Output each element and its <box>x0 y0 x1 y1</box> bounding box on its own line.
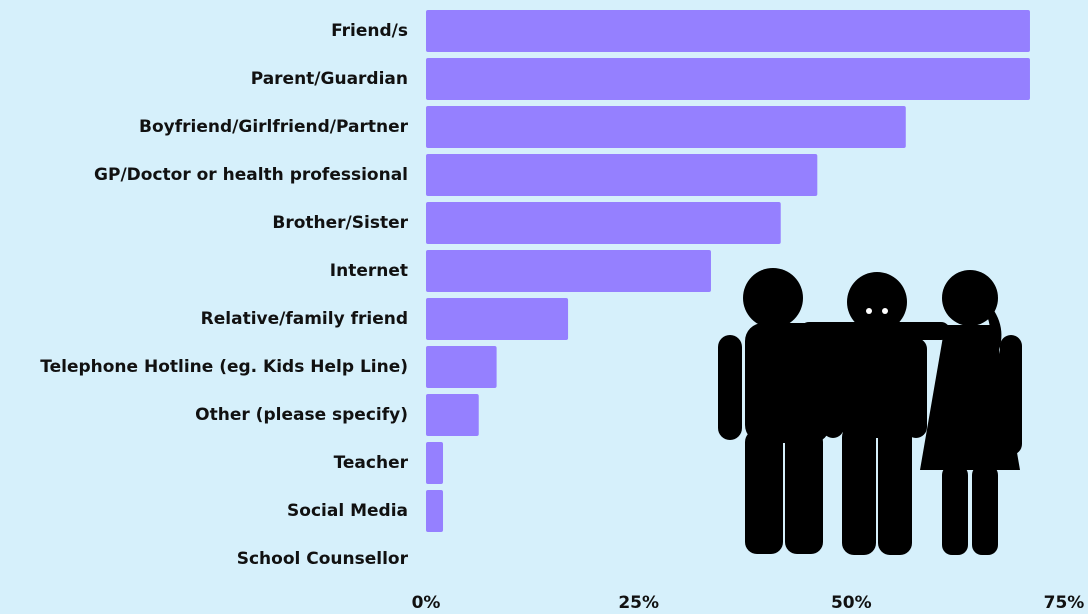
bar <box>426 10 1030 52</box>
y-tick-label: Friend/s <box>331 21 408 41</box>
bar <box>426 490 443 532</box>
bar <box>426 250 711 292</box>
y-tick-label: Social Media <box>287 501 408 521</box>
x-tick-label: 25% <box>618 593 659 613</box>
y-tick-label: Telephone Hotline (eg. Kids Help Line) <box>40 357 408 377</box>
bar <box>426 298 568 340</box>
y-tick-label: School Counsellor <box>237 549 409 569</box>
y-tick-label: Parent/Guardian <box>251 69 408 89</box>
x-tick-label: 0% <box>412 593 441 613</box>
x-tick-label: 75% <box>1044 593 1085 613</box>
bar <box>426 394 479 436</box>
bar <box>426 202 781 244</box>
y-tick-label: Teacher <box>334 453 409 473</box>
bar <box>426 106 906 148</box>
y-tick-label: Relative/family friend <box>201 309 408 329</box>
bar <box>426 442 443 484</box>
y-tick-label: Internet <box>330 261 408 281</box>
y-tick-label: Other (please specify) <box>195 405 408 425</box>
family-icon <box>718 268 1022 555</box>
bar <box>426 58 1030 100</box>
x-tick-label: 50% <box>831 593 872 613</box>
y-tick-label: GP/Doctor or health professional <box>94 165 408 185</box>
bar <box>426 346 497 388</box>
chart: 0% 25% 50% 75% Friend/s Parent/Guardian Boyfri… <box>0 0 1088 614</box>
bar <box>426 154 817 196</box>
y-tick-label: Boyfriend/Girlfriend/Partner <box>139 117 409 137</box>
y-tick-label: Brother/Sister <box>272 213 408 233</box>
